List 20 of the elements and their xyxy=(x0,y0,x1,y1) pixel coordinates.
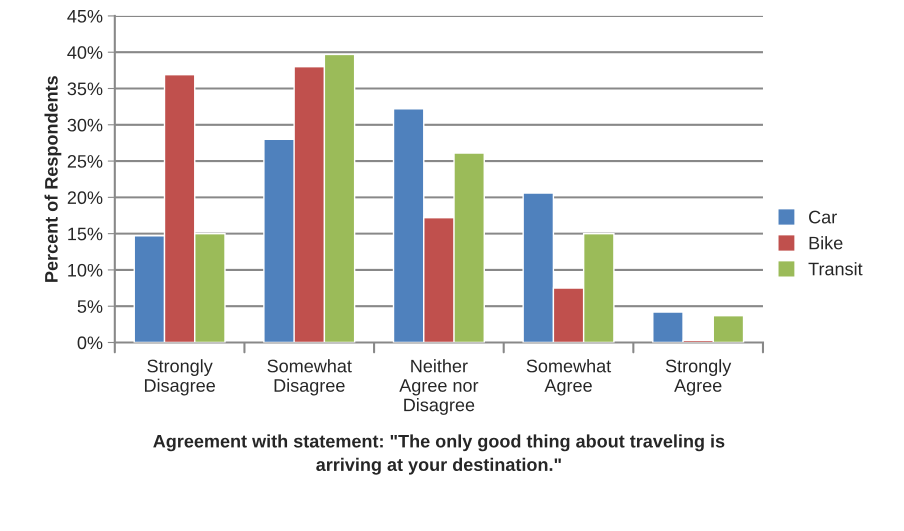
y-tick-label: 25% xyxy=(68,155,102,168)
x-tick-label: Strongly Disagree xyxy=(144,359,215,396)
y-tick-label: 45% xyxy=(67,10,102,23)
legend-label: Transit xyxy=(808,262,862,276)
x-tick-label: Somewhat Disagree xyxy=(267,359,352,396)
x-axis-title: Agreement with statement: "The only good thing about traveling is arriving at your destination." xyxy=(153,434,724,475)
x-tick-label: Neither Agree nor Disagree xyxy=(399,359,478,415)
x-tick-label: Somewhat Agree xyxy=(526,359,612,396)
legend-label: Bike xyxy=(810,236,842,250)
y-tick-label: 20% xyxy=(68,191,102,204)
y-axis-title: Percent of Respondents xyxy=(44,76,62,282)
x-tick-label: Strongly Agree xyxy=(666,359,732,396)
y-tick-label: 15% xyxy=(68,228,102,240)
y-tick-label: 30% xyxy=(68,118,102,132)
y-tick-label: 5% xyxy=(78,300,102,313)
legend-label: Car xyxy=(809,210,837,224)
y-tick-label: 10% xyxy=(68,264,102,277)
y-tick-label: 35% xyxy=(68,82,102,96)
y-tick-label: 0% xyxy=(78,336,102,350)
y-tick-label: 40% xyxy=(67,46,102,59)
